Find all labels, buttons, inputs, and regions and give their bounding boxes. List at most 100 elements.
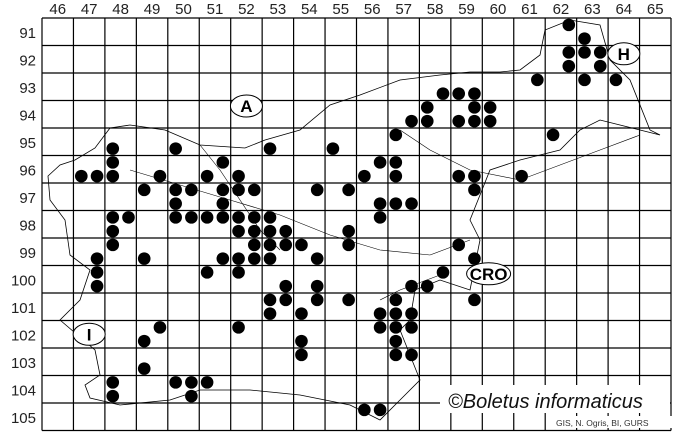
record-dot [593,59,607,73]
record-dot [263,238,277,252]
record-dot [389,334,403,348]
row-label: 92 [19,52,36,69]
column-label: 55 [332,1,349,18]
column-label: 54 [301,1,318,18]
record-dot [106,389,120,403]
region-labels: A H I CRO [72,42,641,346]
record-dots [75,18,623,417]
record-dot [483,114,497,128]
column-label: 61 [521,1,538,18]
record-dot [247,183,261,197]
record-dot [452,114,466,128]
column-label: 49 [144,1,161,18]
record-dot [468,101,481,114]
record-dot [405,321,418,334]
record-dot [405,307,418,320]
record-dot [310,279,324,293]
record-dot [468,169,481,183]
record-dot [295,307,308,320]
record-dot [216,156,230,169]
record-dot [232,183,245,197]
record-dot [122,211,135,224]
record-dot [373,156,387,169]
record-dot [216,197,230,210]
record-dot [342,224,355,238]
row-label: 95 [19,135,36,152]
column-label: 64 [615,1,632,18]
record-dot [106,211,120,224]
record-dot [562,18,576,32]
column-label: 51 [207,1,224,18]
row-label: 99 [19,245,36,262]
record-dot [216,211,230,224]
column-label: 62 [553,1,570,18]
record-dot [185,183,198,197]
row-label: 98 [19,217,36,234]
record-dot [169,183,182,197]
record-dot [200,266,214,279]
record-dot [342,238,355,252]
row-label: 94 [19,107,36,124]
record-dot [405,114,418,128]
record-dot [295,348,308,362]
record-dot [389,293,403,307]
record-dot [279,293,293,307]
country-border [47,19,661,421]
record-dot [106,376,120,389]
column-label: 48 [112,1,129,18]
record-dot [562,46,576,59]
record-dot [295,334,308,348]
record-dot [279,279,293,293]
record-dot [389,348,403,362]
column-label: 50 [175,1,192,18]
column-label: 53 [270,1,287,18]
record-dot [420,114,434,128]
column-label: 63 [584,1,601,18]
record-dot [389,156,403,169]
record-dot [247,224,261,238]
record-dot [106,169,120,183]
record-dot [90,252,104,265]
record-dot [342,293,355,307]
record-dot [326,142,340,155]
record-dot [358,169,371,183]
record-dot [90,266,104,279]
record-dot [452,238,466,252]
record-dot [232,252,245,265]
record-dot [232,224,245,238]
record-dot [200,169,214,183]
row-label: 93 [19,80,36,97]
record-dot [232,266,245,279]
record-dot [578,46,591,59]
row-label: 103 [11,355,36,372]
record-dot [263,307,277,320]
record-dot [263,252,277,265]
record-dot [295,238,308,252]
row-label: 96 [19,162,36,179]
record-dot [185,376,198,389]
column-label: 52 [238,1,255,18]
record-dot [389,128,403,142]
record-dot [468,252,481,265]
record-dot [247,238,261,252]
record-dot [185,211,198,224]
column-labels: 46 47 48 49 50 51 52 53 54 55 56 57 58 59 60 61 62 63 64 65 [49,1,663,18]
record-dot [452,169,466,183]
record-dot [389,321,403,334]
record-dot [515,169,528,183]
row-label: 101 [11,300,36,317]
record-dot [106,142,120,155]
record-dot [247,252,261,265]
record-dot [90,279,104,293]
record-dot [405,279,418,293]
record-dot [169,376,182,389]
region-label-italy: I [72,322,106,346]
record-dot [373,211,387,224]
record-dot [358,403,371,417]
record-dot [483,101,497,114]
record-dot [200,376,214,389]
record-dot [169,197,182,210]
column-label: 60 [490,1,507,18]
